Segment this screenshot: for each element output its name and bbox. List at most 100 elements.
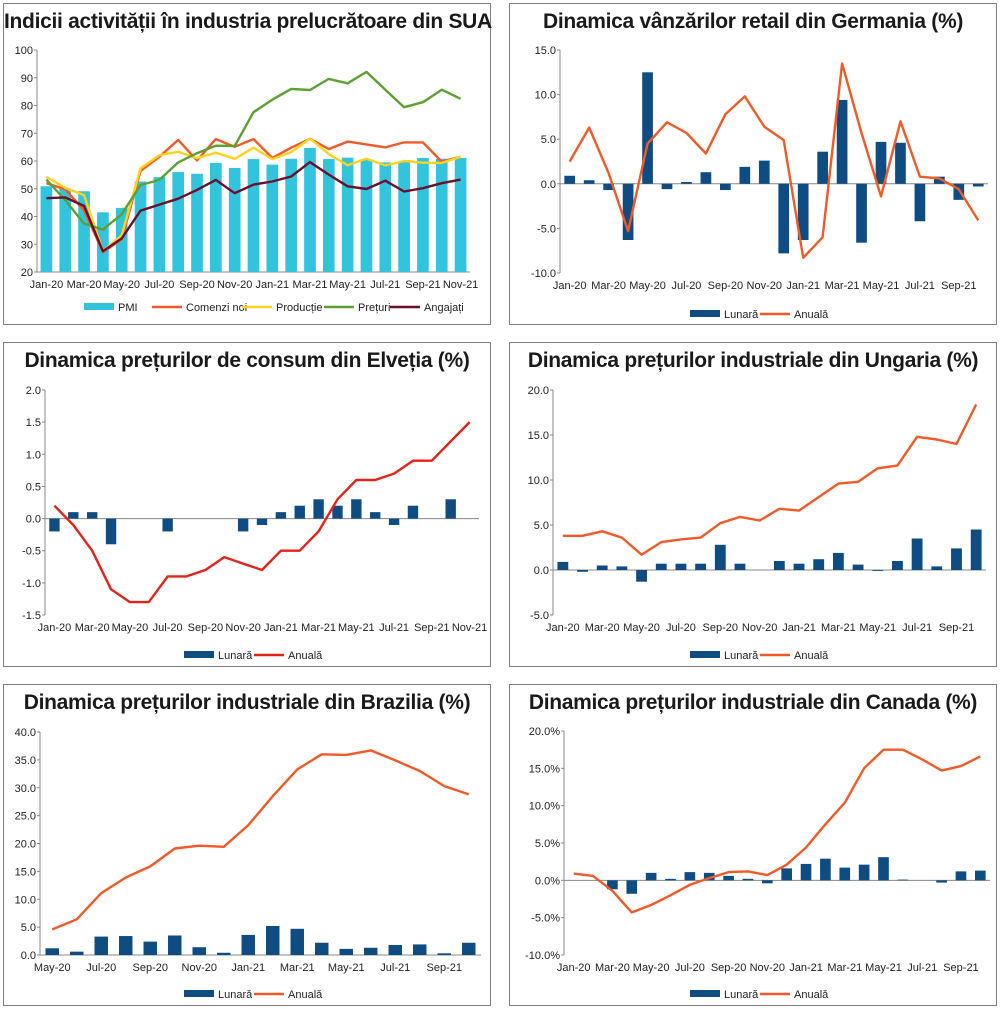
x-tick-label: Mar-20 <box>67 279 102 291</box>
bar-lunară <box>974 870 986 881</box>
y-tick-label: 90 <box>21 73 33 85</box>
series-line-anuală <box>573 748 981 914</box>
legend-label: Comenzi noi <box>186 302 247 314</box>
bar-lunară <box>723 875 734 881</box>
legend-swatch <box>84 303 114 310</box>
chart-svg-canada-ppi: -10.0% -5.0% 0.0% 5.0% 10.0% 15.0% 20.0% Jan-20… <box>525 726 990 1001</box>
bar-pmi <box>153 177 166 272</box>
bar-lunară <box>836 99 848 184</box>
bar-lunară <box>94 936 108 955</box>
x-tick-label: Sep-20 <box>703 622 738 634</box>
y-tick-label: 60 <box>21 156 33 168</box>
y-tick-label: -5.0 <box>537 223 556 235</box>
x-tick-label: Mar-20 <box>591 280 626 292</box>
bar-lunară <box>577 570 588 572</box>
bar-pmi <box>59 188 72 272</box>
bar-lunară <box>596 565 608 570</box>
x-tick-label: May-20 <box>34 962 71 974</box>
bar-pmi <box>172 172 185 272</box>
y-tick-label: 0.0 <box>534 565 549 577</box>
x-tick-label: Jan-21 <box>231 962 265 974</box>
y-tick-label: -5.0% <box>531 913 560 925</box>
bar-lunară <box>437 953 451 955</box>
bar-pmi <box>304 147 316 272</box>
x-tick-label: Nov-20 <box>750 962 785 974</box>
bar-lunară <box>241 934 255 955</box>
x-tick-label: Sep-21 <box>427 962 462 974</box>
legend-label: Lunară <box>724 989 759 1001</box>
bar-lunară <box>720 183 731 191</box>
chart-title: Dinamica vânzărilor retail din Germania … <box>542 10 964 33</box>
chart-panel-germany-retail: Dinamica vânzărilor retail din Germania … <box>509 3 997 325</box>
bar-pmi <box>210 162 222 272</box>
y-tick-label: 0.5 <box>26 481 41 493</box>
x-tick-label: Jul-21 <box>905 280 935 292</box>
bar-pmi <box>228 167 241 272</box>
x-tick-label: Jan-21 <box>786 280 820 292</box>
legend-swatch <box>690 310 720 317</box>
bar-lunară <box>739 166 751 184</box>
bar-lunară <box>852 564 864 570</box>
bar-lunară <box>761 880 773 884</box>
legend-label: Angajați <box>424 302 464 314</box>
bar-lunară <box>370 512 381 519</box>
bar-lunară <box>773 561 785 570</box>
series-line-anuală <box>568 62 980 260</box>
bar-lunară <box>294 505 305 519</box>
bar-pmi <box>379 162 392 272</box>
bar-pmi <box>40 186 53 272</box>
y-tick-label: 1.0 <box>26 449 41 461</box>
bar-lunară <box>168 935 182 955</box>
bar-lunară <box>817 151 828 184</box>
y-tick-label: 5.0 <box>534 520 549 532</box>
bar-lunară <box>878 857 889 881</box>
x-tick-label: Sep-20 <box>708 280 743 292</box>
bar-lunară <box>953 183 965 200</box>
legend-swatch <box>690 990 720 997</box>
bar-lunară <box>934 176 945 184</box>
chart-panel-us-manufacturing: Indicii activității în industria prelucr… <box>3 3 492 325</box>
bar-pmi <box>78 191 90 272</box>
x-tick-label: Sep-21 <box>414 622 449 634</box>
bar-pmi <box>285 158 297 272</box>
bar-lunară <box>407 505 419 519</box>
y-tick-label: 15.0 <box>528 430 549 442</box>
bar-lunară <box>897 879 909 881</box>
bar-lunară <box>955 871 967 881</box>
chart-panel-canada-ppi: Dinamica prețurilor industriale din Cana… <box>509 684 997 1006</box>
bar-lunară <box>266 926 280 955</box>
x-tick-label: Mar-21 <box>825 280 860 292</box>
bar-pmi <box>454 157 467 272</box>
x-tick-label: Sep-21 <box>941 280 976 292</box>
bar-lunară <box>797 183 809 240</box>
x-tick-label: Nov-21 <box>452 622 487 634</box>
x-tick-label: Mar-20 <box>595 962 630 974</box>
bar-pmi <box>191 173 203 272</box>
y-tick-label: 5.0 <box>21 922 36 934</box>
bar-lunară <box>256 518 268 525</box>
y-tick-label: 0.0 <box>26 514 41 526</box>
x-tick-label: May-21 <box>328 962 365 974</box>
chart-title: Dinamica prețurilor de consum din Elveți… <box>24 349 470 372</box>
bar-lunară <box>622 183 634 240</box>
y-tick-label: 1.5 <box>26 417 41 429</box>
bar-lunară <box>951 548 962 570</box>
bar-lunară <box>858 864 870 881</box>
legend-swatch <box>184 990 214 997</box>
bar-lunară <box>895 142 906 184</box>
series-line-prețuri <box>45 70 462 231</box>
bar-lunară <box>645 872 657 881</box>
x-tick-label: Jul-21 <box>907 962 937 974</box>
legend-label: PMI <box>118 302 138 314</box>
y-tick-label: 15.0 <box>15 866 36 878</box>
bar-lunară <box>339 948 353 955</box>
bar-lunară <box>607 880 618 890</box>
y-tick-label: 40.0 <box>15 727 36 739</box>
x-tick-label: Mar-21 <box>827 962 862 974</box>
bar-lunară <box>557 561 569 570</box>
y-tick-label: 70 <box>21 128 33 140</box>
bar-lunară <box>931 566 943 570</box>
bar-lunară <box>162 518 173 532</box>
legend-label: Lunară <box>218 650 253 662</box>
